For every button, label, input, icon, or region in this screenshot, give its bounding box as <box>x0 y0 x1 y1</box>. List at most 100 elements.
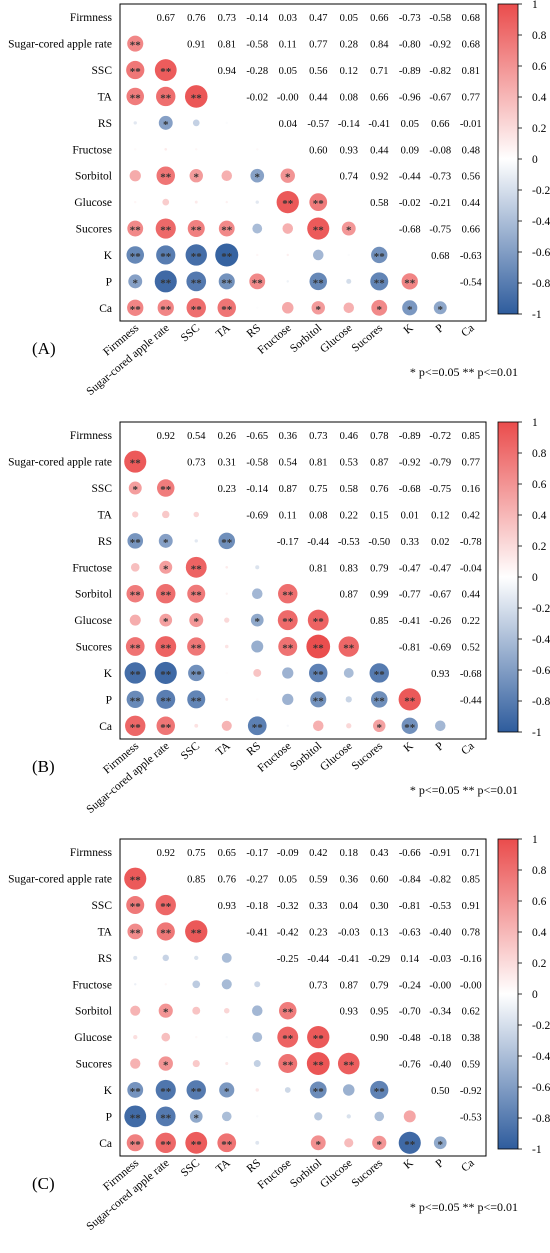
significance-mark: ** <box>191 563 203 575</box>
correlation-value: 0.05 <box>401 119 419 130</box>
correlation-value: -0.69 <box>246 510 268 521</box>
correlation-value: 0.12 <box>431 510 449 521</box>
column-label: Sucores <box>350 740 386 773</box>
correlation-value: -0.63 <box>460 251 482 262</box>
correlation-value: -0.08 <box>429 145 451 156</box>
correlation-circle <box>130 1005 141 1016</box>
correlation-value: 0.15 <box>370 510 388 521</box>
correlation-circle <box>278 637 298 657</box>
correlation-circle <box>370 691 388 708</box>
correlation-value: -0.68 <box>460 669 482 680</box>
colorbar-tick-label: -0.6 <box>532 665 550 677</box>
column-label: P <box>434 740 447 753</box>
correlation-circle <box>344 1138 354 1148</box>
column-label: TA <box>214 740 233 759</box>
correlation-value: 0.66 <box>431 119 449 130</box>
significance-mark: * <box>377 722 383 734</box>
significance-mark: * <box>438 1139 444 1151</box>
significance-mark: * <box>407 304 413 316</box>
correlation-value: -0.09 <box>277 848 299 859</box>
correlation-circle <box>195 1035 198 1039</box>
correlation-value: 0.33 <box>309 901 327 912</box>
correlation-value: -0.48 <box>399 1033 421 1044</box>
correlation-value: 0.74 <box>340 172 359 183</box>
colorbar-tick-label: -1 <box>532 309 542 321</box>
row-label: Glucose <box>74 615 112 627</box>
correlation-circle <box>186 298 206 318</box>
row-label: K <box>104 250 113 262</box>
correlation-circle <box>129 614 141 626</box>
row-label: Fructose <box>72 562 112 574</box>
correlation-value: 0.81 <box>218 40 236 51</box>
column-label: Sorbitol <box>288 740 324 773</box>
correlation-value: -0.02 <box>399 198 421 209</box>
correlation-value: 0.81 <box>462 66 480 77</box>
correlation-value: 0.92 <box>157 848 175 859</box>
significance-mark: ** <box>160 1112 172 1124</box>
correlation-value: -0.58 <box>246 458 268 469</box>
correlation-value: 0.76 <box>370 484 388 495</box>
correlation-value: 0.76 <box>187 13 205 24</box>
correlation-value: 0.87 <box>279 484 297 495</box>
correlation-value: 0.11 <box>279 510 297 521</box>
colorbar-tick-label: -0.4 <box>532 634 550 646</box>
significance-mark: * <box>163 616 169 628</box>
correlation-circle <box>217 298 236 318</box>
column-label: Sucores <box>350 322 386 355</box>
correlation-value: 0.54 <box>187 431 206 442</box>
significance-mark: ** <box>374 669 386 681</box>
colorbar-tick-label: -0.8 <box>532 278 550 290</box>
correlation-value: -0.24 <box>399 980 422 991</box>
column-label: Fructose <box>256 740 294 775</box>
correlation-circle <box>194 539 198 543</box>
correlation-value: -0.57 <box>307 119 329 130</box>
significance-mark: ** <box>282 616 294 628</box>
correlation-value: -0.73 <box>429 172 451 183</box>
correlation-value: -0.91 <box>429 848 451 859</box>
panel-label: (C) <box>32 1174 55 1193</box>
significance-mark: ** <box>191 927 203 939</box>
correlation-circle <box>187 584 206 603</box>
correlation-circle <box>157 299 174 316</box>
row-label: Ca <box>99 303 112 315</box>
significance-mark: ** <box>130 590 142 602</box>
significance-mark: ** <box>343 643 355 655</box>
correlation-circle <box>162 954 169 962</box>
correlation-value: -0.65 <box>246 431 268 442</box>
row-label: Sorbitol <box>75 1006 112 1018</box>
correlation-value: -0.41 <box>399 616 421 627</box>
correlation-value: 0.58 <box>340 484 358 495</box>
significance-mark: ** <box>130 304 142 316</box>
significance-mark: * <box>163 1007 169 1019</box>
colorbar-tick-label: 0.6 <box>532 479 547 491</box>
correlation-value: -0.29 <box>368 954 390 965</box>
correlation-circle <box>159 613 173 627</box>
significance-mark: ** <box>130 695 142 707</box>
significance-mark: ** <box>343 1060 355 1072</box>
significance-mark: ** <box>313 1086 325 1098</box>
correlation-circle <box>310 1135 326 1151</box>
correlation-circle <box>192 119 200 127</box>
colorbar-tick-label: 0.8 <box>532 865 547 877</box>
column-label: SSC <box>179 322 203 345</box>
correlation-value: -0.78 <box>460 537 482 548</box>
correlation-circle <box>343 668 354 678</box>
correlation-circle <box>162 198 170 206</box>
row-label: SSC <box>92 65 113 77</box>
correlation-circle <box>187 637 206 656</box>
significance-mark: ** <box>160 484 172 496</box>
colorbar-tick-label: -0.8 <box>532 1113 550 1125</box>
correlation-value: -0.00 <box>460 980 482 991</box>
correlation-circle <box>256 148 259 151</box>
significance-mark: ** <box>130 40 142 52</box>
correlation-value: 0.87 <box>340 980 358 991</box>
correlation-value: -0.04 <box>460 563 483 574</box>
correlation-value: 0.81 <box>309 563 327 574</box>
correlation-circle <box>134 983 137 986</box>
significance-mark: ** <box>130 251 142 263</box>
correlation-circle <box>402 300 418 316</box>
row-label: Fructose <box>72 979 112 991</box>
significance-mark: ** <box>191 1086 203 1098</box>
correlation-value: 0.28 <box>340 40 358 51</box>
